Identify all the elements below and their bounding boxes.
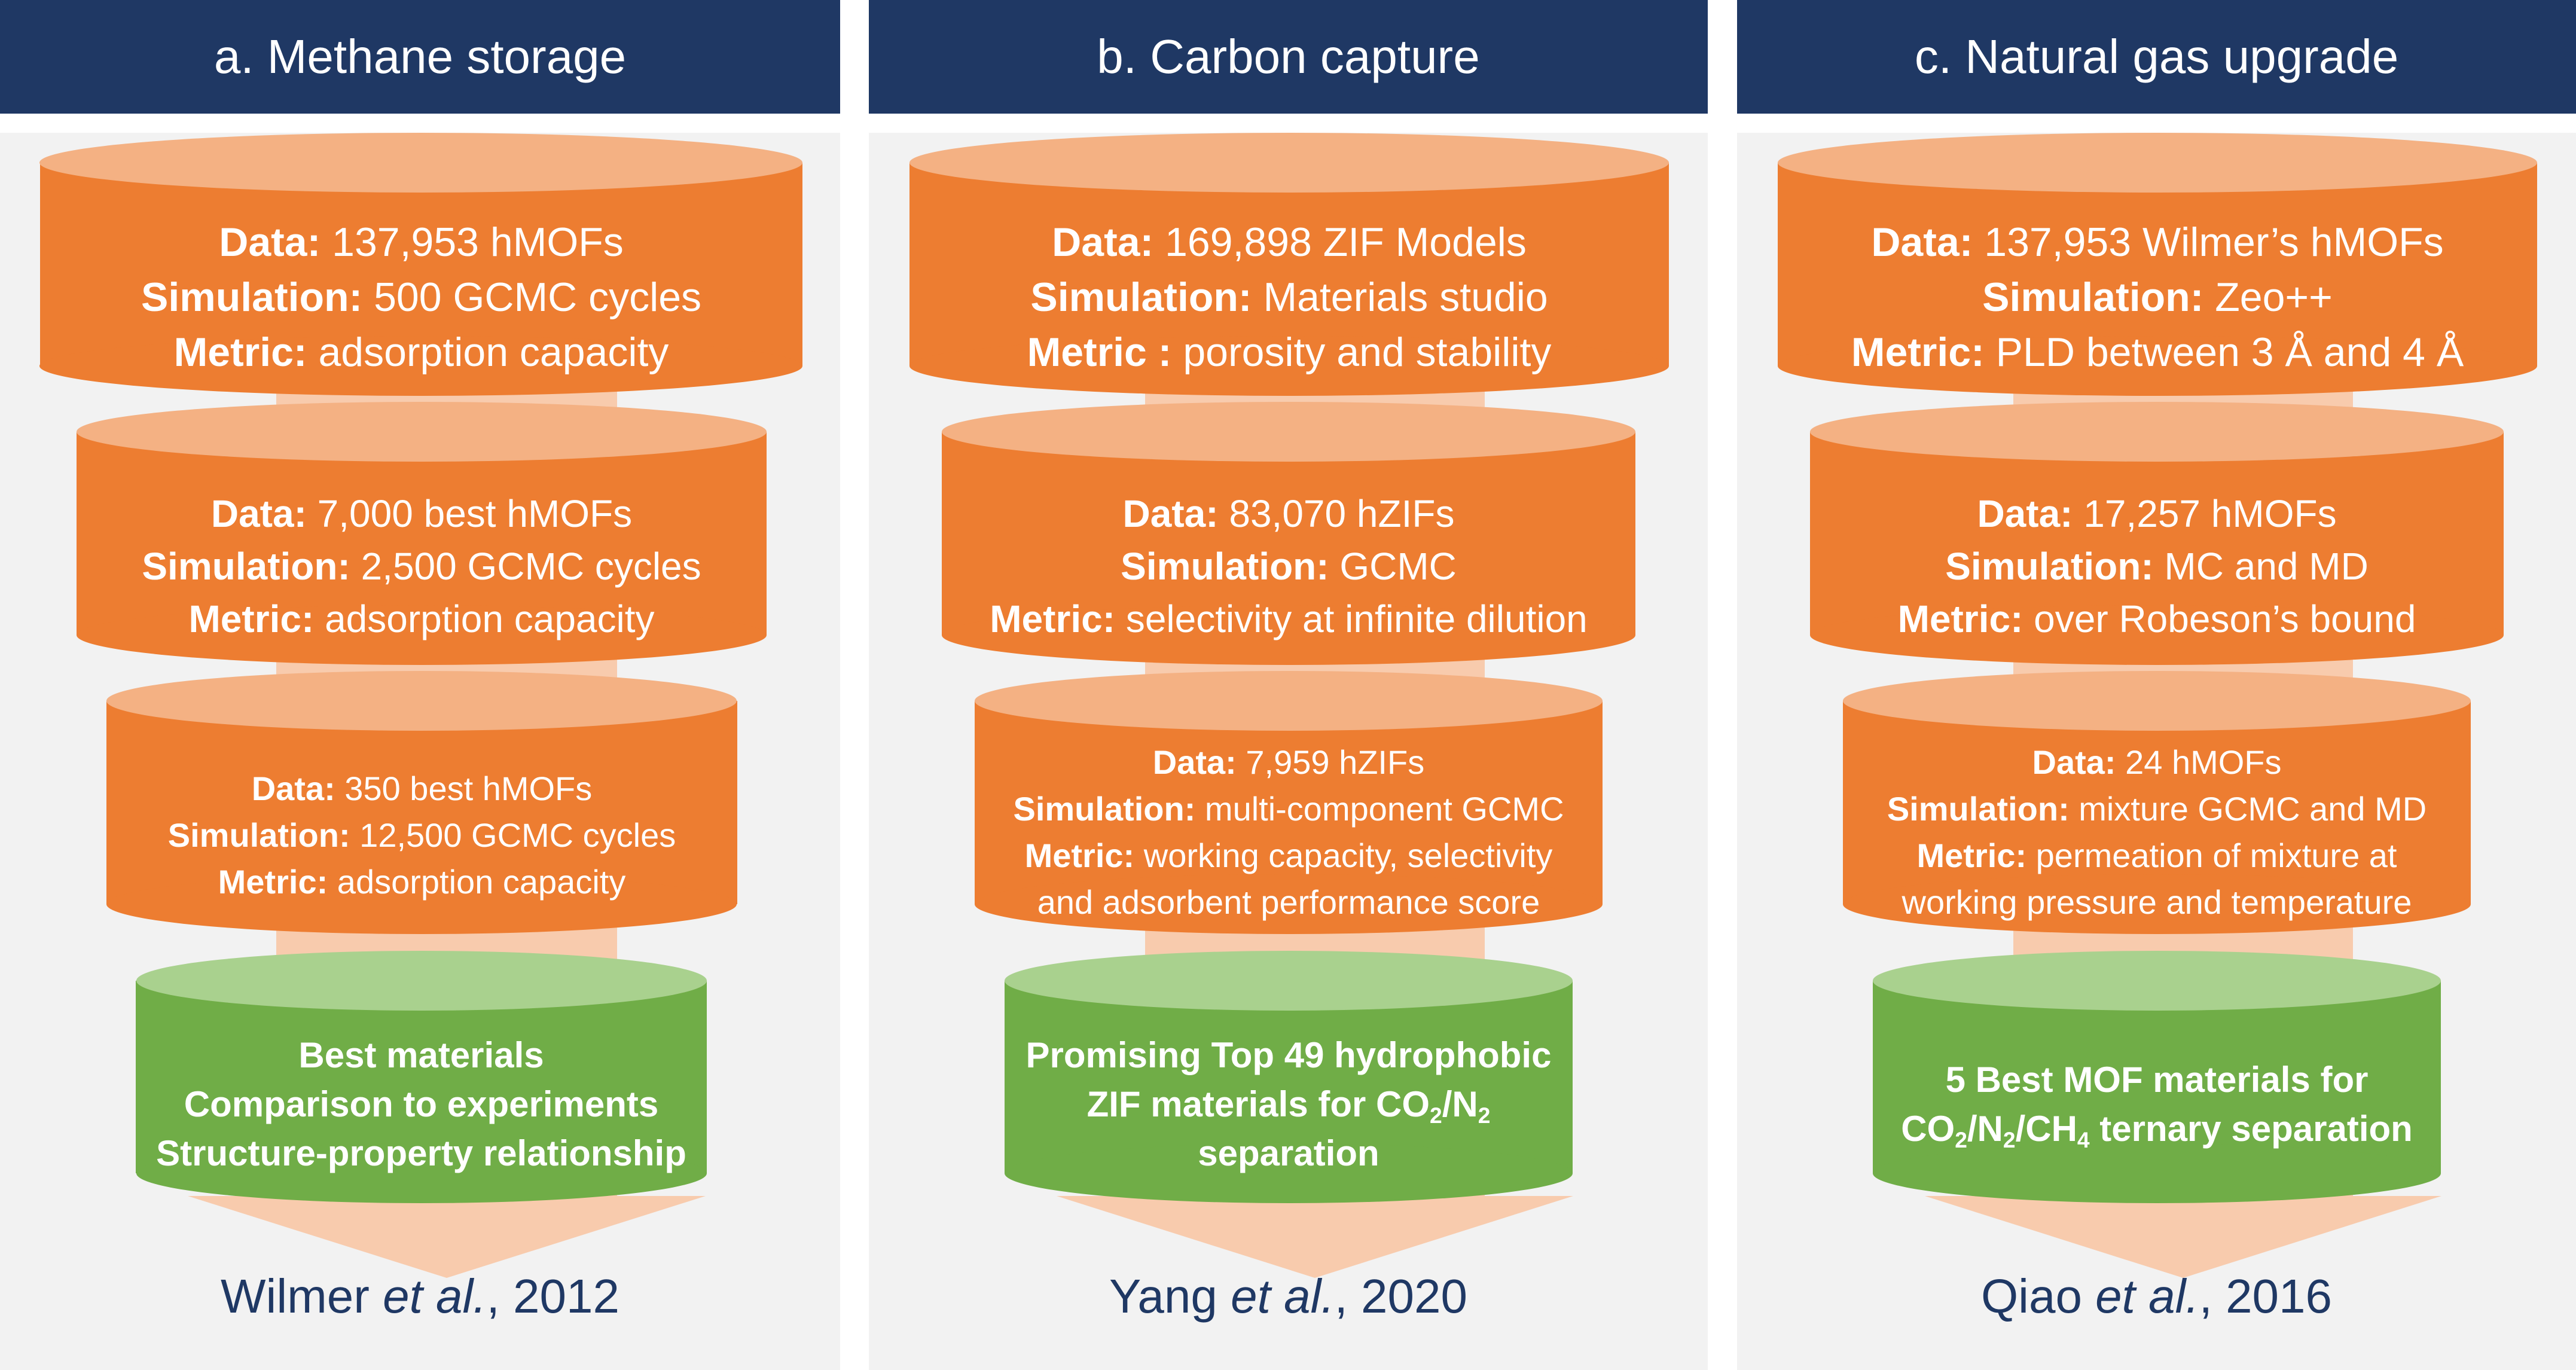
panel-c-header: c. Natural gas upgrade — [1737, 0, 2576, 114]
tier-3-text: Data: 7,959 hZIFs Simulation: multi-comp… — [1013, 743, 1564, 921]
tier-top — [1778, 133, 2537, 193]
final-top — [136, 951, 707, 1011]
tier-top — [975, 671, 1603, 731]
tier-top — [909, 133, 1669, 193]
tier-2-text: Data: 83,070 hZIFs Simulation: GCMC Metr… — [990, 492, 1588, 640]
tier-top — [942, 402, 1635, 462]
tier-body — [77, 432, 767, 635]
panel-a-citation: Wilmer et al., 2012 — [221, 1270, 619, 1323]
panel-b-funnel-graphic — [909, 133, 1669, 1278]
final-top — [1873, 951, 2441, 1011]
tier-3-text: Data: 24 hMOFs Simulation: mixture GCMC … — [1887, 743, 2427, 921]
final-body — [1005, 981, 1573, 1173]
panel-a-title: a. Methane storage — [213, 30, 627, 83]
tier-body — [1778, 163, 2537, 366]
tier-base — [942, 605, 1635, 665]
tier-base — [39, 336, 802, 396]
final-base — [1005, 1143, 1573, 1203]
tier-top — [1843, 671, 2471, 731]
panel-c-funnel-graphic — [1778, 133, 2537, 1278]
tier-base — [77, 605, 767, 665]
final-result-text: Promising Top 49 hydrophobic ZIF materia… — [1025, 1035, 1552, 1173]
tier-base — [975, 874, 1603, 934]
tier-base — [106, 874, 737, 934]
final-body — [136, 981, 707, 1173]
final-body — [1873, 981, 2441, 1173]
tier-1-text: Data: 169,898 ZIF Models Simulation: Mat… — [1027, 219, 1552, 375]
final-top — [1005, 951, 1573, 1011]
tier-top — [39, 133, 802, 193]
final-base — [1873, 1143, 2441, 1203]
panel-b-title: b. Carbon capture — [1097, 30, 1480, 83]
tier-body — [975, 701, 1603, 904]
tier-top — [77, 402, 767, 462]
final-result-text: 5 Best MOF materials for CO2/N2/CH4 tern… — [1901, 1060, 2413, 1153]
panel-c-citation: Qiao et al., 2016 — [1980, 1270, 2333, 1323]
panel-c: Data: 137,953 Wilmer’s hMOFs Simulation:… — [1737, 133, 2576, 1370]
tier-body — [909, 163, 1669, 366]
tier-3-text: Data: 350 best hMOFs Simulation: 12,500 … — [167, 770, 676, 901]
tier-body — [106, 701, 737, 904]
panel-c-title: c. Natural gas upgrade — [1914, 30, 2399, 83]
tier-body — [40, 163, 802, 366]
tier-body — [1810, 432, 2504, 635]
tier-top — [106, 671, 737, 731]
final-base — [136, 1143, 707, 1203]
tier-body — [942, 432, 1635, 635]
panel-a: Data: 137,953 hMOFs Simulation: 500 GCMC… — [0, 133, 840, 1370]
tier-body — [1843, 701, 2471, 904]
tier-base — [1778, 336, 2537, 396]
tier-top — [1810, 402, 2504, 462]
tier-base — [1843, 874, 2471, 934]
panel-b: Data: 169,898 ZIF Models Simulation: Mat… — [869, 133, 1708, 1370]
tier-1-text: Data: 137,953 hMOFs Simulation: 500 GCMC… — [141, 219, 702, 375]
panel-b-citation: Yang et al., 2020 — [1109, 1270, 1467, 1323]
tier-2-text: Data: 17,257 hMOFs Simulation: MC and MD… — [1897, 492, 2416, 640]
panel-a-funnel-graphic — [39, 133, 802, 1278]
tier-1-text: Data: 137,953 Wilmer’s hMOFs Simulation:… — [1851, 219, 2464, 375]
tier-base — [1810, 605, 2504, 665]
final-result-text: Best materials Comparison to experiments… — [156, 1035, 686, 1173]
tier-2-text: Data: 7,000 best hMOFs Simulation: 2,500… — [142, 492, 701, 640]
tier-base — [909, 336, 1669, 396]
panel-b-header: b. Carbon capture — [869, 0, 1708, 114]
panel-a-header: a. Methane storage — [0, 0, 840, 114]
